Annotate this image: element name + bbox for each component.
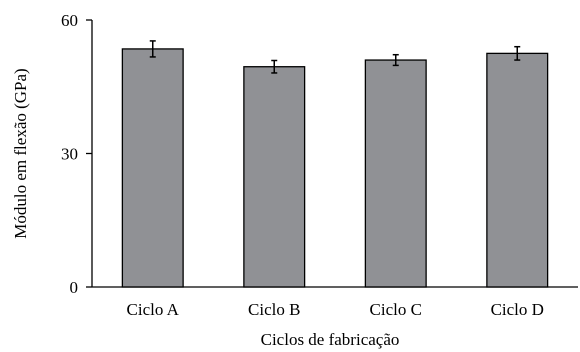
error-bar xyxy=(514,45,521,61)
y-axis-ticks: 0 30 60 xyxy=(61,11,92,297)
bar-ciclo-d xyxy=(486,52,549,288)
y-tick-label: 60 xyxy=(61,11,78,30)
plot-area: 0 30 60 Ciclo A Ciclo B Ciclo C Ciclo D xyxy=(61,11,578,319)
bar-ciclo-b xyxy=(243,66,306,288)
bar-ciclo-c xyxy=(364,59,427,288)
x-axis-tick-labels: Ciclo A Ciclo B Ciclo C Ciclo D xyxy=(127,300,544,319)
error-bars xyxy=(149,40,521,74)
x-tick-label: Ciclo D xyxy=(491,300,544,319)
x-tick-label: Ciclo B xyxy=(248,300,300,319)
error-bar xyxy=(392,53,399,67)
x-tick-label: Ciclo C xyxy=(370,300,422,319)
y-tick-label: 30 xyxy=(61,145,78,164)
bars xyxy=(121,48,549,288)
bar-ciclo-a xyxy=(121,48,184,288)
y-axis-title: Módulo em flexão (GPa) xyxy=(11,68,30,238)
error-bar xyxy=(271,59,278,74)
error-bar xyxy=(149,40,156,58)
y-tick-label: 0 xyxy=(70,278,79,297)
x-tick-label: Ciclo A xyxy=(127,300,180,319)
x-axis-title: Ciclos de fabricação xyxy=(261,330,400,349)
